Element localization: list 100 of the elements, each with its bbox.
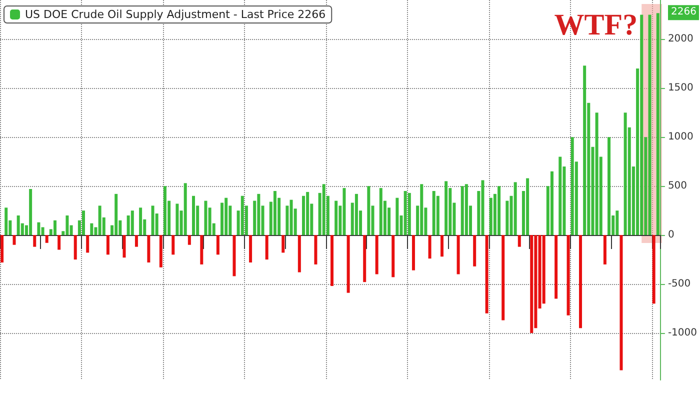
bar	[530, 235, 534, 333]
bar	[33, 235, 36, 247]
bar	[4, 208, 8, 236]
bar	[204, 200, 208, 236]
bar	[82, 210, 86, 236]
bar	[404, 190, 407, 236]
bar	[595, 112, 598, 236]
bar	[66, 215, 69, 236]
bar	[485, 235, 488, 314]
bar	[12, 235, 16, 245]
bar	[257, 194, 260, 236]
bar	[489, 198, 492, 236]
bar	[346, 235, 350, 293]
bar	[514, 182, 517, 236]
bar	[648, 14, 652, 236]
bar	[363, 235, 366, 282]
bar	[265, 235, 268, 260]
bar	[464, 184, 468, 236]
bar	[314, 235, 318, 264]
bar	[566, 235, 570, 316]
bar	[130, 210, 134, 236]
bar	[37, 222, 40, 236]
bar	[420, 184, 424, 236]
bar	[554, 235, 558, 299]
bar	[139, 208, 142, 236]
bar	[652, 235, 656, 304]
bar	[408, 192, 411, 236]
bar	[249, 235, 252, 262]
bar	[58, 235, 61, 250]
bar	[192, 196, 195, 236]
bar	[147, 235, 150, 262]
bar	[456, 235, 460, 274]
bar	[379, 188, 382, 236]
bar	[396, 198, 399, 236]
bar	[608, 137, 611, 236]
bar	[620, 235, 623, 370]
bar	[375, 235, 378, 274]
bar	[558, 156, 562, 236]
bar	[200, 235, 204, 264]
bar	[460, 186, 464, 236]
bar	[550, 171, 554, 236]
bar	[114, 194, 118, 236]
bar	[367, 186, 370, 236]
bar	[224, 198, 228, 236]
bar	[176, 204, 179, 236]
bar	[188, 235, 191, 245]
legend-label: US DOE Crude Oil Supply Adjustment - Last Price 2266	[25, 8, 326, 21]
bar	[106, 235, 110, 255]
bar	[45, 235, 48, 243]
text: 2266	[671, 6, 696, 18]
bar	[342, 188, 346, 236]
bar	[134, 235, 138, 247]
bar	[151, 206, 154, 236]
bar	[216, 235, 220, 255]
bar	[282, 235, 285, 253]
y-tick-label: 0	[668, 230, 674, 241]
bar	[273, 190, 276, 236]
bar	[74, 235, 77, 260]
bar	[298, 235, 301, 272]
bar	[334, 200, 338, 236]
bar	[428, 235, 432, 259]
bar	[502, 235, 505, 320]
y-tick-label: 2000	[668, 34, 694, 45]
bar	[290, 200, 293, 236]
bar	[232, 235, 236, 276]
bar	[498, 186, 501, 236]
bar	[518, 235, 521, 247]
bar	[583, 66, 586, 236]
bar	[86, 235, 90, 253]
bar	[432, 190, 436, 236]
y-tick-label: -500	[668, 278, 691, 290]
bar	[53, 220, 56, 236]
bar	[616, 210, 619, 236]
bar	[392, 235, 395, 278]
bar	[579, 235, 582, 328]
bar	[481, 180, 484, 236]
bar	[98, 206, 102, 236]
bar	[624, 112, 627, 236]
bar	[640, 14, 644, 236]
bar	[656, 13, 660, 236]
annotation: WTF?	[554, 8, 638, 42]
bar	[163, 186, 166, 236]
bar	[330, 235, 334, 286]
bar	[354, 194, 358, 236]
bar	[240, 196, 244, 236]
bar	[16, 215, 20, 236]
bar	[90, 223, 94, 236]
bar	[306, 192, 310, 236]
bar	[570, 137, 574, 236]
bar	[322, 184, 326, 236]
bar	[473, 235, 476, 266]
y-tick-label: 1000	[668, 132, 694, 143]
bar	[412, 235, 415, 270]
bar	[159, 235, 162, 268]
bar	[526, 178, 530, 236]
y-tick-label: -1000	[668, 327, 698, 338]
bar	[444, 181, 448, 236]
bar	[184, 183, 187, 236]
bar	[603, 235, 606, 264]
y-tick-label: 1500	[668, 82, 694, 94]
